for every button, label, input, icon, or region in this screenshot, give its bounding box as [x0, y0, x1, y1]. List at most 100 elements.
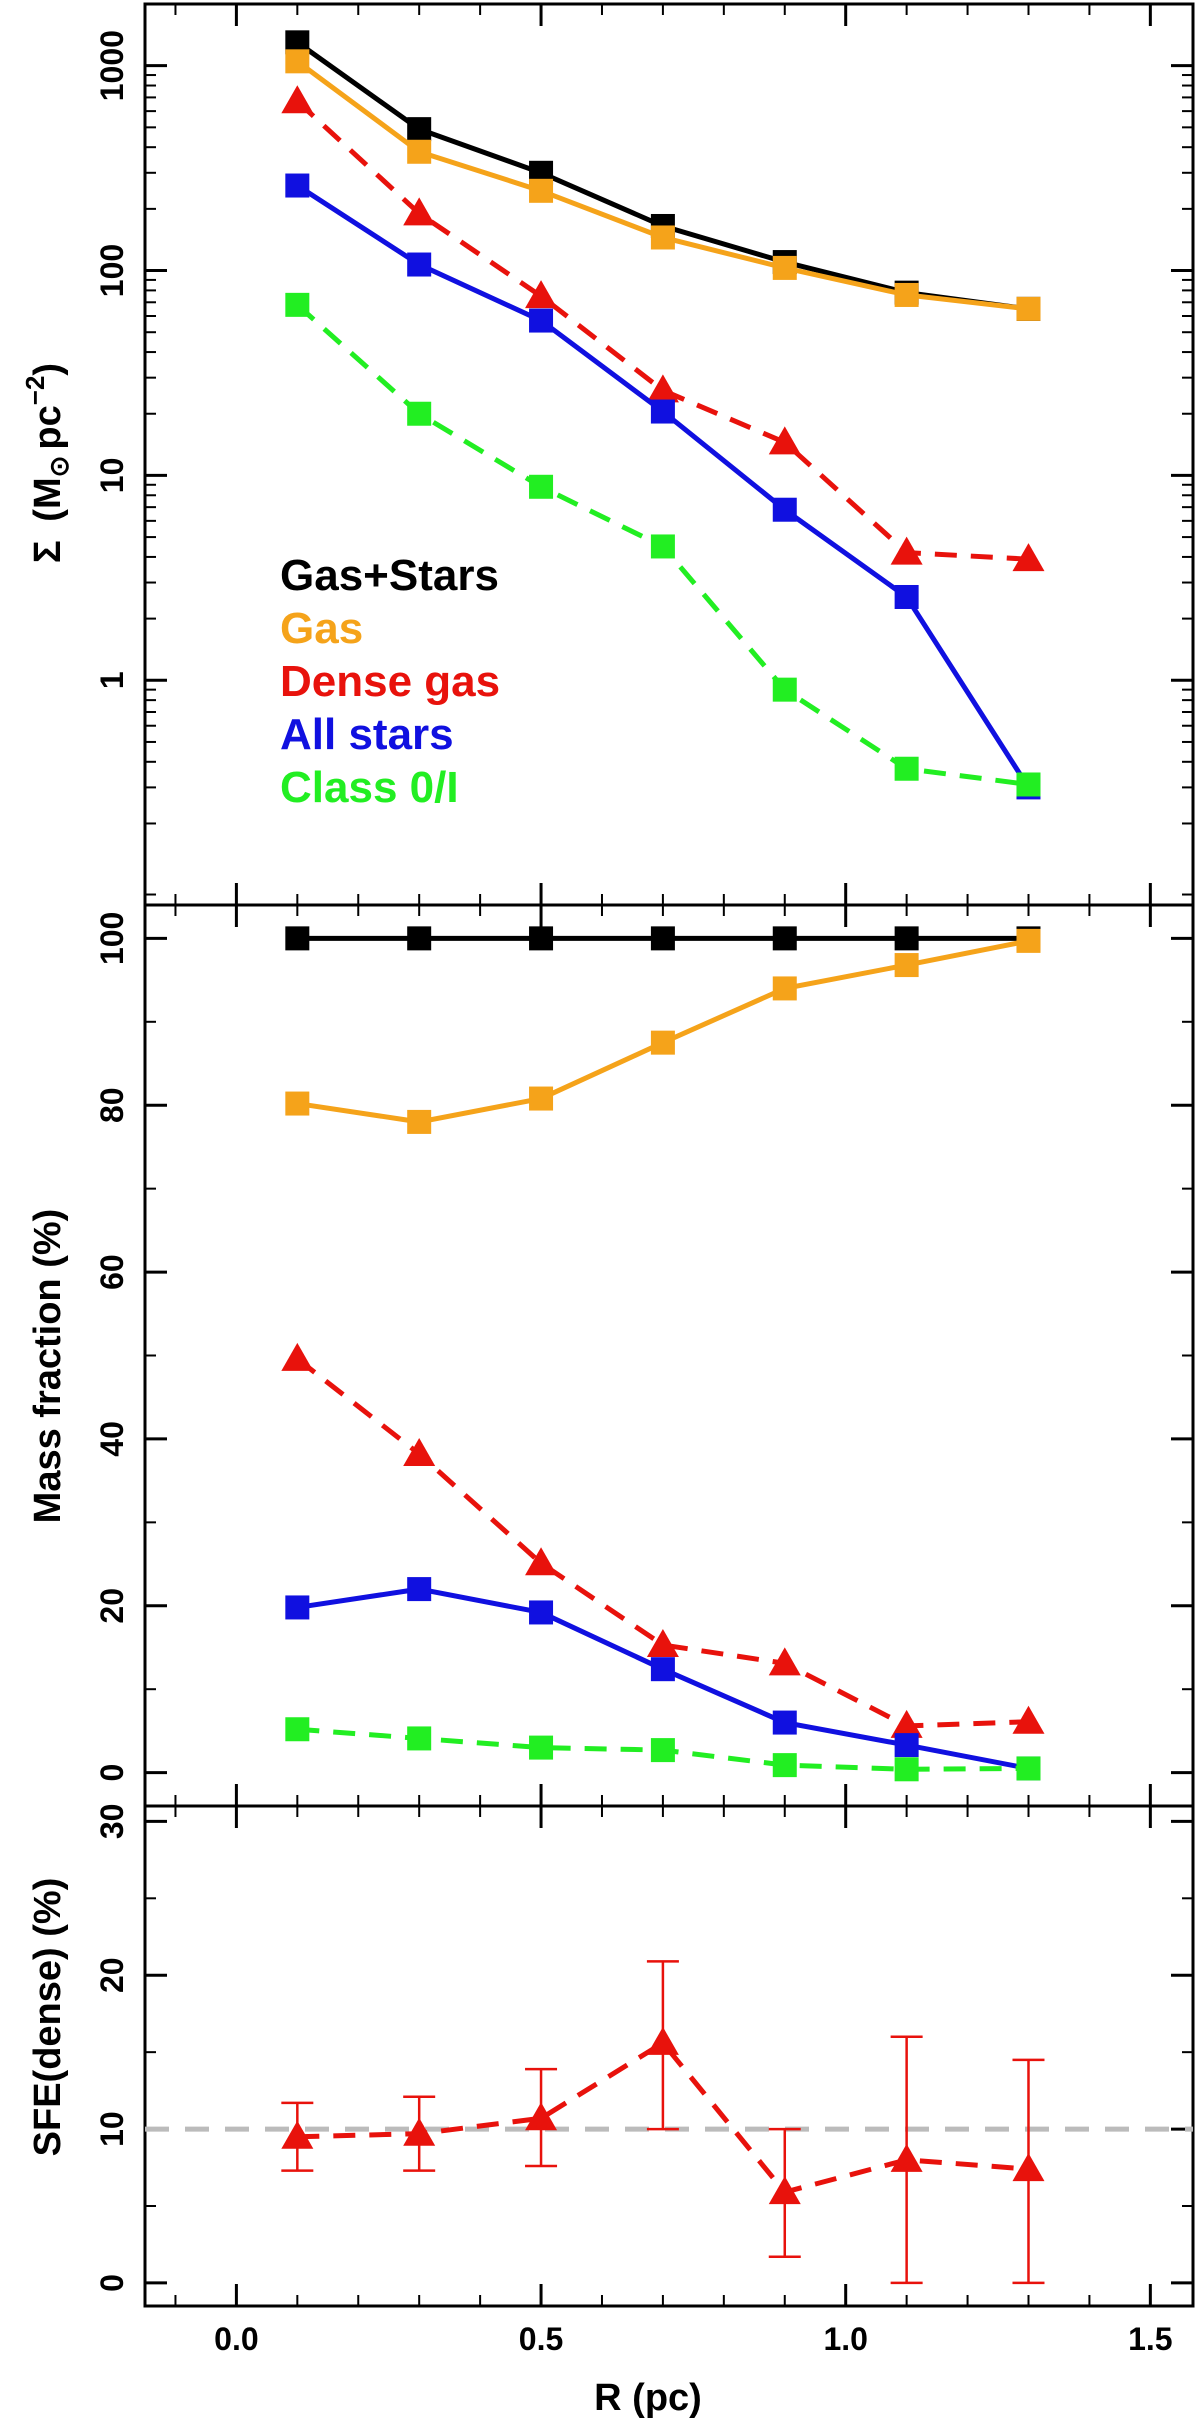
data-point: [285, 173, 310, 198]
series-class-0-i: [285, 1717, 1041, 1782]
data-point: [772, 497, 797, 522]
data-point: [525, 2102, 558, 2131]
middle-ytick-label: 100: [94, 912, 130, 965]
data-point: [650, 399, 675, 424]
series-gas-stars: [285, 30, 1041, 321]
ylabel-open-paren: (: [27, 509, 69, 522]
data-point: [529, 1086, 554, 1111]
legend-entry-gas: Gas: [280, 604, 363, 653]
ylabel-unit-pc: pc: [27, 405, 69, 449]
bottom-ytick-label: 0: [94, 2274, 130, 2292]
legend-entry-dense-gas: Dense gas: [280, 657, 500, 706]
data-point: [529, 178, 554, 203]
ylabel-close-paren: ): [27, 363, 69, 376]
data-point: [772, 677, 797, 702]
data-point: [285, 926, 310, 951]
series-dense-gas: [281, 85, 1045, 572]
data-point: [1016, 928, 1041, 953]
series-gas: [285, 49, 1041, 321]
data-point: [768, 1647, 801, 1676]
data-point: [894, 756, 919, 781]
ylabel-unit-exp: −2: [20, 376, 50, 406]
series-line-dense-gas: [295, 99, 1029, 562]
panel-mass-fraction: 0 20 40 60 80 100: [94, 903, 1195, 1808]
data-point: [772, 1710, 797, 1735]
data-point: [407, 1577, 432, 1602]
middle-ytick-label: 20: [94, 1588, 130, 1624]
series-line-gas: [295, 59, 1029, 312]
data-point: [285, 49, 310, 74]
bottom-ytick-label: 30: [94, 1804, 130, 1840]
data-point: [407, 926, 432, 951]
legend-entry-gas-stars: Gas+Stars: [280, 551, 499, 600]
bottom-ylabel: SFE(dense) (%): [27, 1878, 69, 2157]
data-point: [1016, 1756, 1041, 1781]
data-point: [772, 255, 797, 280]
data-point: [281, 1342, 314, 1371]
data-point: [1012, 1705, 1045, 1734]
data-point: [407, 401, 432, 426]
xtick-label: 0.0: [214, 2321, 258, 2357]
series-all-stars: [285, 173, 1041, 800]
data-point: [285, 1595, 310, 1620]
data-point: [407, 1109, 432, 1134]
series-gas-stars: [285, 926, 1041, 951]
series-dense-gas: [281, 1342, 1045, 1738]
legend-entry-class-0-i: Class 0/I: [280, 763, 459, 812]
data-point: [646, 374, 679, 403]
data-point: [768, 2176, 801, 2205]
data-point: [894, 282, 919, 307]
data-point: [890, 536, 923, 565]
top-ytick-label: 100: [94, 244, 130, 297]
bottom-frame: [143, 1804, 1195, 2308]
data-point: [281, 85, 314, 114]
ylabel-unit-m: M: [27, 477, 69, 509]
data-point: [403, 197, 436, 226]
middle-ytick-label: 60: [94, 1254, 130, 1290]
data-point: [650, 1030, 675, 1055]
data-point: [285, 1717, 310, 1742]
series-class-0-i: [285, 292, 1041, 797]
data-point: [894, 926, 919, 951]
data-point: [768, 426, 801, 455]
data-point: [281, 2120, 314, 2149]
data-point: [1012, 2153, 1045, 2182]
data-point: [894, 1733, 919, 1758]
data-point: [1016, 296, 1041, 321]
bottom-ytick-label: 20: [94, 1957, 130, 1993]
data-point: [1012, 543, 1045, 572]
data-point: [894, 584, 919, 609]
data-point: [525, 280, 558, 309]
xtick-label: 1.5: [1128, 2321, 1172, 2357]
middle-ytick-label: 40: [94, 1421, 130, 1457]
data-point: [403, 2117, 436, 2146]
xtick-label: 0.5: [519, 2321, 563, 2357]
top-ytick-label: 1: [94, 671, 130, 689]
data-point: [894, 1757, 919, 1782]
series-gas: [285, 928, 1041, 1134]
data-point: [529, 1735, 554, 1760]
data-point: [407, 139, 432, 164]
middle-ytick-label: 0: [94, 1764, 130, 1782]
data-point: [285, 292, 310, 317]
data-point: [646, 1628, 679, 1657]
data-point: [650, 534, 675, 559]
data-point: [646, 2026, 679, 2055]
data-point: [650, 1657, 675, 1682]
data-point: [650, 1738, 675, 1763]
data-point: [890, 1709, 923, 1738]
middle-ylabel: Mass fraction (%): [27, 1209, 69, 1524]
data-point: [529, 308, 554, 333]
middle-ytick-label: 80: [94, 1087, 130, 1123]
top-ytick-label: 10: [94, 458, 130, 494]
xtick-label: 1.0: [823, 2321, 867, 2357]
data-point: [407, 1726, 432, 1751]
data-point: [407, 252, 432, 277]
series-sfe-dense: [281, 1960, 1045, 2285]
data-point: [650, 926, 675, 951]
data-point: [403, 1437, 436, 1466]
top-ylabel: Σ (M⊙ pc−2): [20, 363, 74, 563]
data-point: [529, 1600, 554, 1625]
legend-entry-all-stars: All stars: [280, 710, 454, 759]
